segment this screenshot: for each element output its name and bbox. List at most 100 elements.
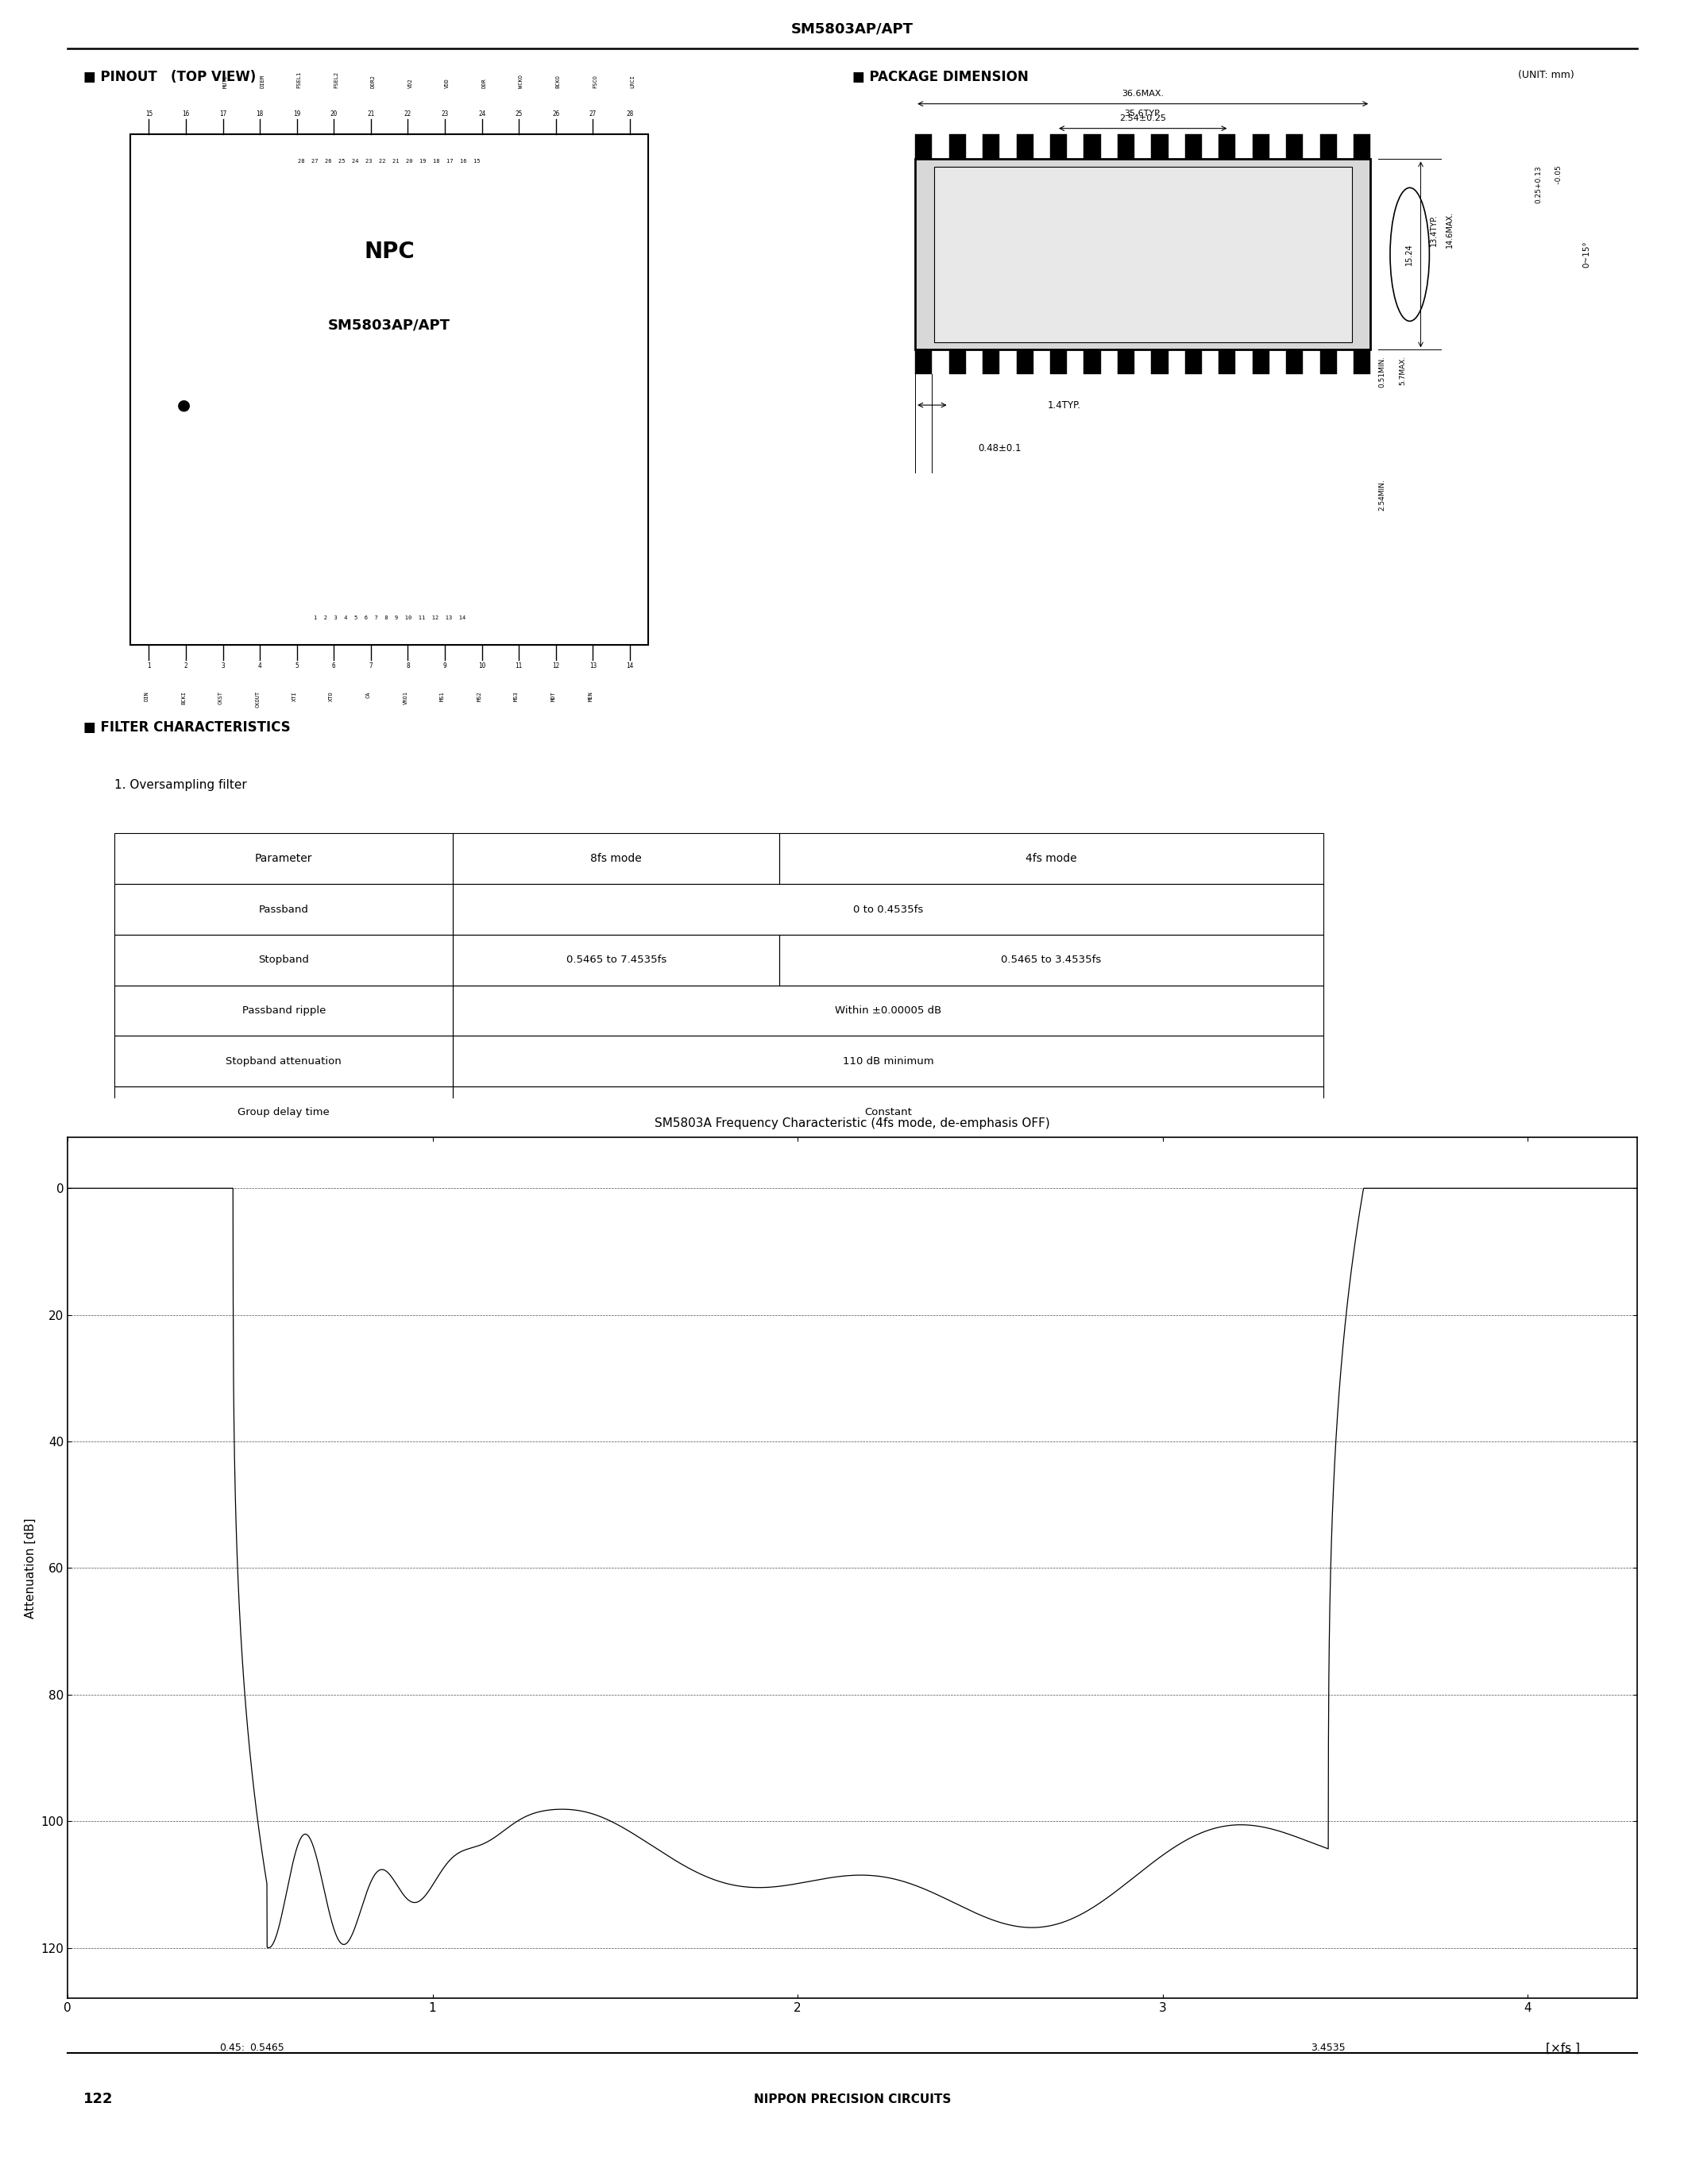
Text: 26: 26	[552, 109, 559, 118]
Text: XTO: XTO	[329, 690, 334, 701]
Title: SM5803A Frequency Characteristic (4fs mode, de-emphasis OFF): SM5803A Frequency Characteristic (4fs mo…	[655, 1116, 1050, 1129]
Text: NPC: NPC	[365, 240, 415, 262]
Text: 13: 13	[589, 662, 596, 668]
Text: Within ±0.00005 dB: Within ±0.00005 dB	[836, 1005, 942, 1016]
Text: 8: 8	[407, 662, 410, 668]
Text: 11: 11	[515, 662, 523, 668]
Bar	[982, 135, 999, 159]
Text: 24: 24	[478, 109, 486, 118]
Text: 5: 5	[295, 662, 299, 668]
Bar	[1151, 349, 1168, 373]
Bar	[452, 985, 1323, 1035]
Bar	[1151, 135, 1168, 159]
Bar	[1320, 349, 1337, 373]
Text: 36.6MAX.: 36.6MAX.	[1123, 90, 1165, 98]
Text: XTI: XTI	[292, 690, 297, 701]
Text: 8fs mode: 8fs mode	[591, 854, 641, 865]
Bar	[1117, 135, 1134, 159]
Text: 13.4TYP.: 13.4TYP.	[1430, 214, 1438, 247]
Text: 1.4TYP.: 1.4TYP.	[1048, 400, 1080, 411]
Y-axis label: Attenuation [dB]: Attenuation [dB]	[24, 1518, 37, 1618]
Text: DIN: DIN	[143, 690, 149, 701]
Text: 23: 23	[441, 109, 449, 118]
Text: ■ PINOUT   (TOP VIEW): ■ PINOUT (TOP VIEW)	[83, 70, 257, 85]
Text: FSCO: FSCO	[592, 74, 598, 87]
Bar	[982, 349, 999, 373]
Bar	[1185, 349, 1202, 373]
Text: Parameter: Parameter	[255, 854, 312, 865]
Bar	[115, 834, 452, 885]
Text: MEN: MEN	[587, 690, 592, 701]
Bar	[452, 834, 780, 885]
Text: 20: 20	[331, 109, 338, 118]
Bar	[1286, 135, 1303, 159]
Bar	[130, 135, 648, 644]
Text: VRO1: VRO1	[403, 690, 408, 705]
Text: 3: 3	[221, 662, 225, 668]
Text: 0~15°: 0~15°	[1582, 240, 1590, 269]
Bar	[1354, 135, 1371, 159]
Text: CKST: CKST	[218, 690, 223, 705]
Text: CKOUT: CKOUT	[255, 690, 260, 708]
Text: VDD: VDD	[446, 79, 449, 87]
Bar	[115, 935, 452, 985]
Text: NIPPON PRECISION CIRCUITS: NIPPON PRECISION CIRCUITS	[755, 2094, 950, 2105]
Bar	[452, 885, 1323, 935]
Bar	[452, 1088, 1323, 1138]
Bar	[115, 885, 452, 935]
Text: 25: 25	[515, 109, 523, 118]
Text: 0.5465 to 7.4535fs: 0.5465 to 7.4535fs	[565, 954, 667, 965]
Bar	[915, 159, 1371, 349]
Text: SM5803AP/APT: SM5803AP/APT	[327, 319, 451, 332]
Text: BCKI: BCKI	[181, 690, 186, 705]
Text: 2.54±0.25: 2.54±0.25	[1119, 114, 1166, 122]
Bar	[949, 135, 966, 159]
Text: MS3: MS3	[515, 690, 518, 701]
Bar	[1286, 349, 1303, 373]
Text: 4: 4	[258, 662, 262, 668]
Text: 6: 6	[333, 662, 336, 668]
Bar	[452, 1035, 1323, 1088]
Text: 0.25+0.13: 0.25+0.13	[1536, 166, 1543, 203]
Text: DOR: DOR	[481, 79, 486, 87]
Text: 0.45:: 0.45:	[219, 2042, 245, 2053]
Text: 27: 27	[589, 109, 596, 118]
Bar	[1252, 135, 1269, 159]
Text: MS1: MS1	[441, 690, 446, 701]
Text: DIEM: DIEM	[260, 74, 265, 87]
Text: 3.4535: 3.4535	[1312, 2042, 1345, 2053]
Text: Constant: Constant	[864, 1107, 912, 1116]
Text: 2.54MIN.: 2.54MIN.	[1379, 478, 1386, 511]
Text: 0.5465: 0.5465	[250, 2042, 284, 2053]
Text: FSEL2: FSEL2	[334, 72, 339, 87]
Bar	[1117, 349, 1134, 373]
Text: 28: 28	[626, 109, 633, 118]
Text: Stopband: Stopband	[258, 954, 309, 965]
Text: 1. Oversampling filter: 1. Oversampling filter	[115, 780, 246, 791]
Text: 19: 19	[294, 109, 300, 118]
Bar	[949, 349, 966, 373]
Text: 12: 12	[552, 662, 559, 668]
Text: 122: 122	[83, 2092, 113, 2108]
Text: 7: 7	[370, 662, 373, 668]
Text: 14.6MAX.: 14.6MAX.	[1447, 212, 1453, 249]
Bar	[1252, 349, 1269, 373]
Text: 0.51MIN.: 0.51MIN.	[1379, 356, 1386, 389]
Text: CA: CA	[366, 690, 371, 697]
Text: Group delay time: Group delay time	[238, 1107, 329, 1116]
Text: MUTE: MUTE	[223, 74, 228, 87]
Text: LRCI: LRCI	[630, 74, 635, 87]
Bar	[915, 135, 932, 159]
Bar	[115, 1035, 452, 1088]
Text: Passband ripple: Passband ripple	[241, 1005, 326, 1016]
Text: -0.05: -0.05	[1556, 166, 1563, 194]
Text: FSEL1: FSEL1	[297, 72, 302, 87]
Text: 15.24: 15.24	[1404, 242, 1413, 266]
Bar	[1219, 349, 1236, 373]
Text: 15: 15	[145, 109, 152, 118]
Text: 0 to 0.4535fs: 0 to 0.4535fs	[852, 904, 923, 915]
Bar	[780, 935, 1323, 985]
Bar	[1050, 349, 1067, 373]
Text: 1: 1	[147, 662, 150, 668]
Text: 22: 22	[403, 109, 412, 118]
